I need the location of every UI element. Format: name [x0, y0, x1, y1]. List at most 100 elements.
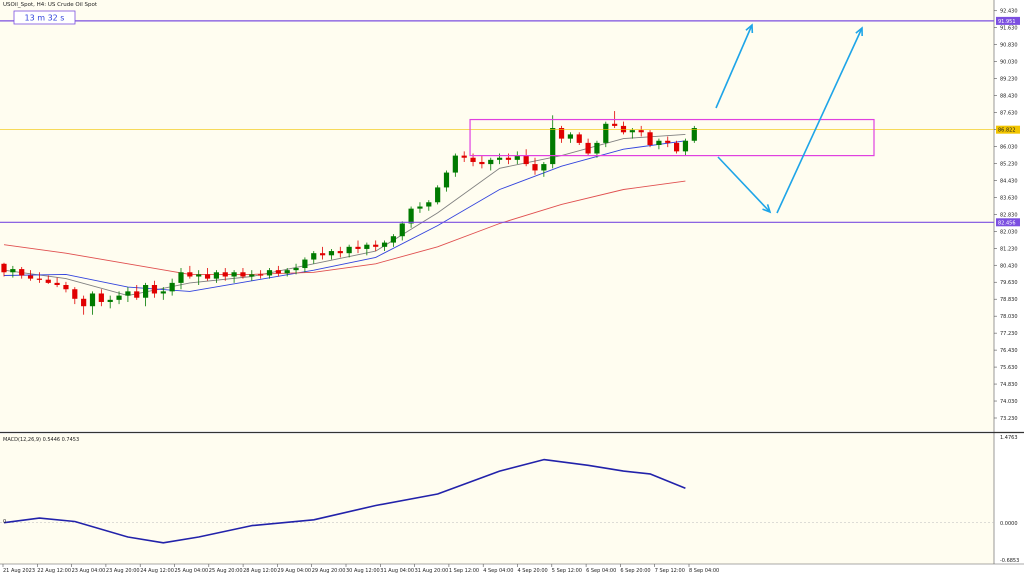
candle-body [63, 285, 69, 290]
candle-body [213, 272, 219, 279]
time-tick-label: 6 Sep 20:00 [620, 568, 650, 574]
support-price-tag: 82.456 [998, 220, 1016, 226]
macd-line [0, 458, 994, 544]
price-tick-label: 78.830 [1000, 297, 1018, 303]
price-tick-label: 90.830 [1000, 43, 1018, 49]
price-tick-label: 82.030 [1000, 229, 1018, 235]
candle-body [373, 244, 379, 247]
candle-body [36, 278, 42, 280]
candle-body [567, 134, 573, 139]
price-tick-label: 85.230 [1000, 161, 1018, 167]
moving-average-blue [3, 140, 686, 292]
candle-body [19, 269, 25, 276]
time-tick-label: 31 Aug 20:00 [415, 568, 449, 574]
candle-body [479, 161, 485, 165]
candle-body [222, 272, 228, 277]
forecast-arrow [715, 24, 753, 109]
main-panel-background [0, 0, 994, 431]
time-tick-label: 25 Aug 04:00 [175, 568, 209, 574]
moving-average-gray [3, 133, 686, 297]
time-tick-label: 7 Sep 12:00 [655, 568, 685, 574]
candle-body [505, 157, 512, 160]
forecast-arrow [717, 156, 771, 213]
candle-body [284, 270, 290, 274]
candle-body [665, 140, 671, 143]
candle-body [461, 155, 467, 158]
candle-body [72, 289, 78, 299]
candle-body [399, 223, 405, 237]
price-tick-label: 80.430 [1000, 263, 1018, 269]
price-tick-label: 73.230 [1000, 416, 1018, 422]
candle-body [390, 236, 396, 243]
price-tick-label: 74.030 [1000, 399, 1018, 405]
candle-body [320, 253, 326, 256]
macd-zero-marker: 0 [3, 519, 6, 525]
time-tick-label: 28 Aug 12:00 [243, 568, 277, 574]
price-tick-label: 89.230 [1000, 77, 1018, 83]
candle-body [266, 270, 273, 276]
candle-body [558, 128, 565, 139]
time-tick-label: 30 Aug 12:00 [346, 568, 380, 574]
macd-axis-zero: 0.0000 [1000, 521, 1018, 527]
candle-body [1, 263, 7, 273]
time-tick-label: 29 Aug 20:00 [312, 568, 346, 574]
candle-body [27, 275, 34, 279]
time-tick-label: 23 Aug 04:00 [72, 568, 106, 574]
countdown-timer: 13 m 32 s [25, 14, 65, 23]
candle-body [346, 246, 352, 254]
candlesticks [1, 111, 697, 315]
candle-body [381, 242, 388, 247]
candle-body [408, 208, 414, 224]
candle-body [293, 268, 299, 271]
candle-body [355, 246, 361, 249]
candle-body [674, 142, 680, 152]
moving-average-red [3, 180, 686, 275]
candle-body [523, 155, 529, 165]
candle-body [682, 140, 689, 152]
time-tick-label: 23 Aug 20:00 [106, 568, 140, 574]
time-tick-label: 21 Aug 2023 [3, 568, 35, 574]
horizontal-levels[interactable] [0, 20, 994, 223]
price-tick-label: 74.830 [1000, 382, 1018, 388]
candle-body [443, 172, 450, 188]
candle-body [435, 187, 441, 203]
candle-body [81, 298, 87, 307]
resistance-price-tag: 91.951 [998, 19, 1016, 25]
candle-body [143, 285, 149, 298]
forecast-arrow-head [762, 204, 772, 214]
price-tick-label: 75.630 [1000, 365, 1018, 371]
price-tick-label: 79.630 [1000, 280, 1018, 286]
resistance-price-tag-bg [996, 16, 1020, 25]
candle-body [647, 132, 653, 145]
candle-body [417, 206, 423, 209]
candle-body [187, 272, 193, 277]
range-box[interactable] [469, 118, 875, 157]
price-tick-label: 76.430 [1000, 348, 1018, 354]
candle-body [585, 142, 591, 154]
candle-body [488, 159, 494, 165]
candle-body [196, 274, 202, 277]
candle-body [169, 282, 175, 292]
candle-body [638, 130, 644, 133]
time-tick-label: 4 Sep 04:00 [483, 568, 513, 574]
candle-body [620, 125, 627, 133]
candle-body [594, 142, 600, 154]
candle-body [258, 274, 264, 276]
candle-body [497, 157, 503, 160]
forecast-arrow-head [745, 23, 754, 34]
time-tick-label: 1 Sep 12:00 [449, 568, 479, 574]
price-tick-label: 88.430 [1000, 94, 1018, 100]
time-tick-label: 24 Aug 12:00 [140, 568, 174, 574]
symbol-label: USOil_Spot, H4: US Crude Oil Spot [3, 2, 98, 8]
candle-body [452, 155, 458, 173]
current-price-tag-bg [996, 125, 1020, 134]
candle-body [240, 272, 246, 277]
candle-body [550, 128, 556, 165]
forecast-arrows[interactable] [715, 23, 863, 214]
candle-body [107, 299, 113, 302]
candle-body [275, 270, 281, 274]
price-tick-label: 91.630 [1000, 26, 1018, 32]
candle-body [89, 293, 96, 307]
candle-body [204, 274, 211, 279]
